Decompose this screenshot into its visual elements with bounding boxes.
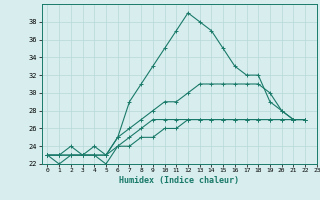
- X-axis label: Humidex (Indice chaleur): Humidex (Indice chaleur): [119, 176, 239, 185]
